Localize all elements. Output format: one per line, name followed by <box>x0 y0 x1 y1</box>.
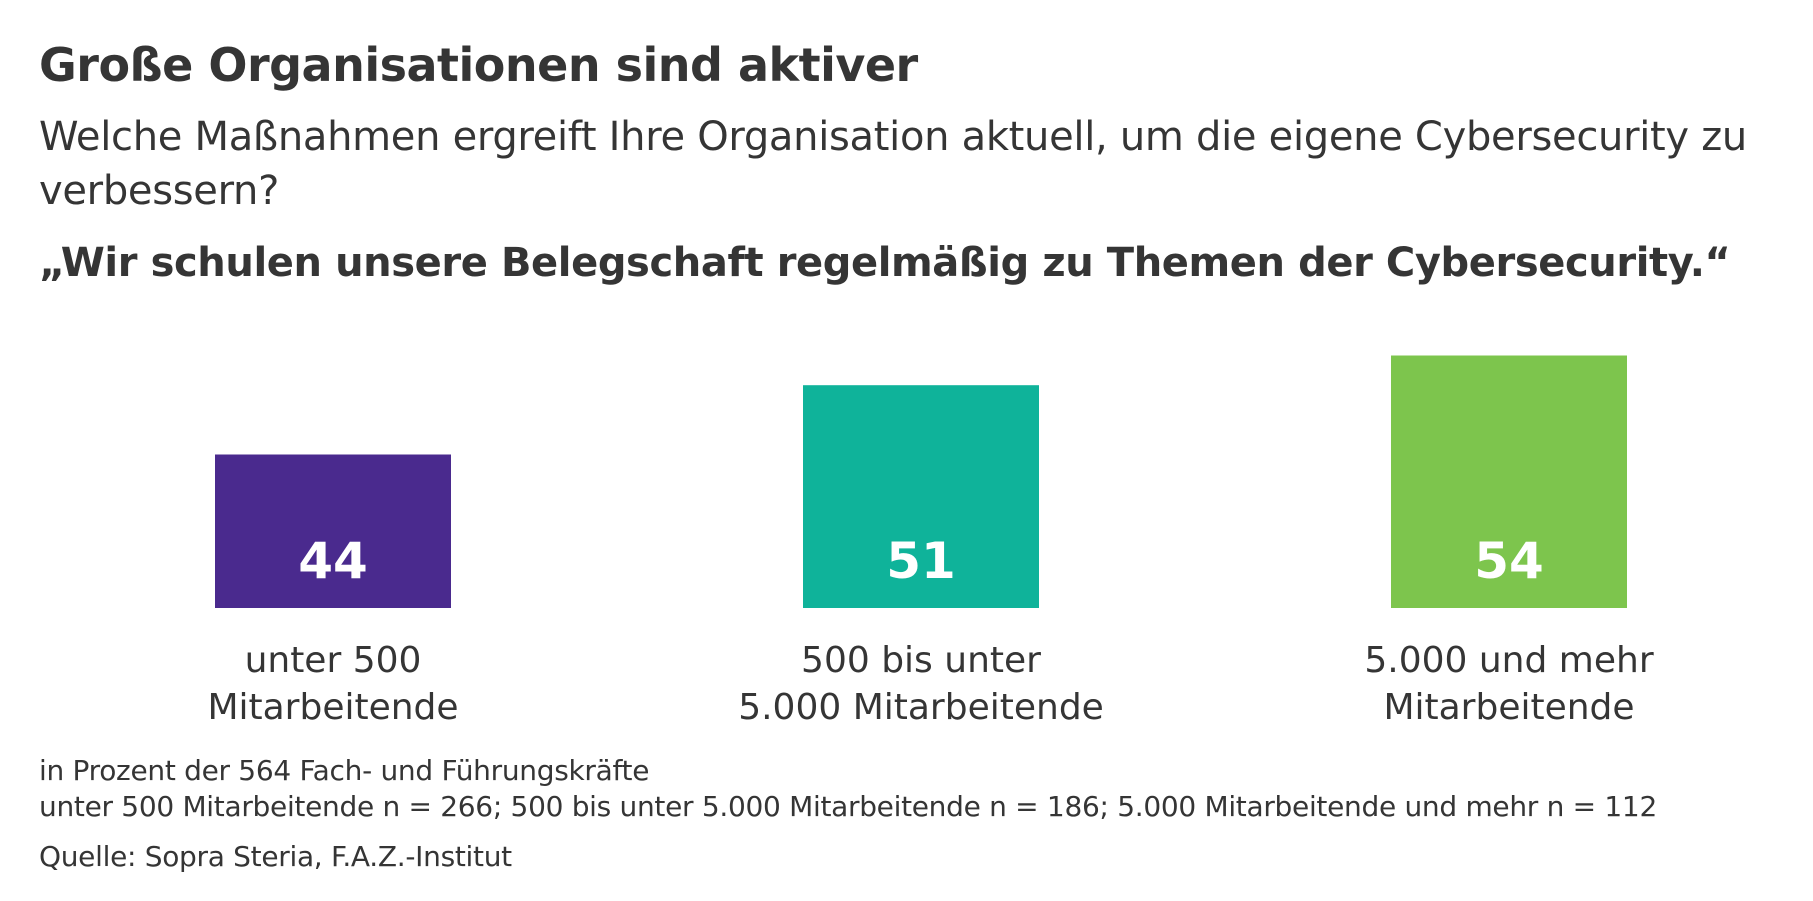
category-label-1-line-2: Mitarbeitende <box>207 687 458 728</box>
data-label-1: 44 <box>298 532 368 590</box>
category-label-3-line-2: Mitarbeitende <box>1383 687 1634 728</box>
bar-chart: 44 unter 500 Mitarbeitende 51 500 bis unter 5… <box>207 355 1654 728</box>
footnote-percent: in Prozent der 564 Fach- und Führungskrä… <box>39 754 650 787</box>
category-label-3-line-1: 5.000 und mehr <box>1364 640 1653 681</box>
data-label-3: 54 <box>1474 532 1544 590</box>
bar-2 <box>803 385 1039 608</box>
category-label-2-line-1: 500 bis unter <box>801 640 1041 681</box>
category-label-2-line-2: 5.000 Mitarbeitende <box>738 687 1104 728</box>
survey-statement: „Wir schulen unsere Belegschaft regelmäß… <box>39 240 1731 286</box>
chart-subtitle: Welche Maßnahmen ergreift Ihre Organisat… <box>39 114 1747 214</box>
data-label-2: 51 <box>886 532 956 590</box>
chart-title: Große Organisationen sind aktiver <box>39 38 918 92</box>
source-note: Quelle: Sopra Steria, F.A.Z.-Institut <box>39 840 512 873</box>
bar-3 <box>1391 355 1627 608</box>
category-label-1-line-1: unter 500 <box>245 640 422 681</box>
footnote-sample-sizes: unter 500 Mitarbeitende n = 266; 500 bis… <box>39 790 1657 823</box>
bar-1 <box>215 454 451 608</box>
